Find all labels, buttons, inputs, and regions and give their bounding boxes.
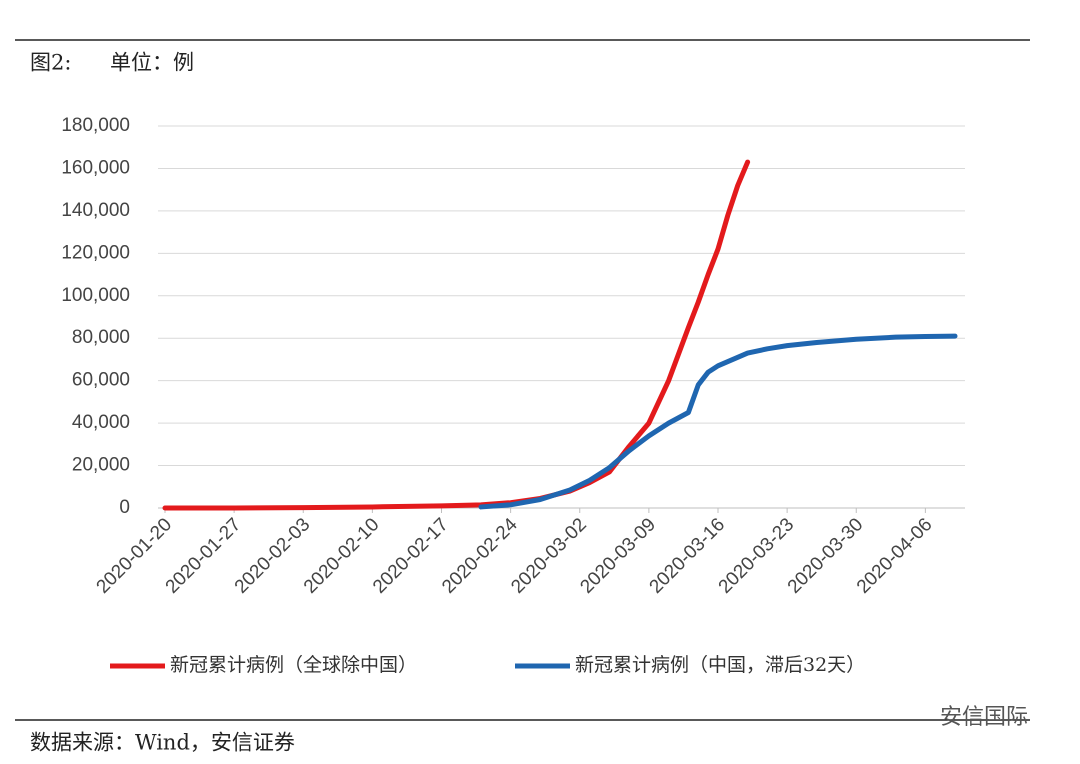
y-tick-label: 100,000 xyxy=(61,285,130,306)
unit-label: 单位：例 xyxy=(110,51,194,75)
series-line xyxy=(162,159,751,511)
y-tick-label: 80,000 xyxy=(72,327,130,348)
legend-label: 新冠累计病例（中国，滞后32天） xyxy=(575,654,865,676)
y-tick-label: 140,000 xyxy=(61,200,130,221)
y-tick-label: 20,000 xyxy=(72,455,130,476)
legend-label: 新冠累计病例（全球除中国） xyxy=(170,654,417,676)
y-tick-label: 160,000 xyxy=(61,157,130,178)
y-tick-label: 0 xyxy=(119,497,130,518)
series-line xyxy=(478,333,958,510)
y-tick-label: 60,000 xyxy=(72,370,130,391)
y-tick-label: 120,000 xyxy=(61,242,130,263)
y-tick-label: 40,000 xyxy=(72,412,130,433)
y-tick-label: 180,000 xyxy=(61,115,130,136)
figure-label: 图2: xyxy=(30,51,71,75)
source: 数据来源：Wind，安信证券 xyxy=(30,731,295,755)
x-tick-label: 2020-04-06 xyxy=(853,514,937,598)
watermark: 安信国际 xyxy=(940,705,1028,730)
